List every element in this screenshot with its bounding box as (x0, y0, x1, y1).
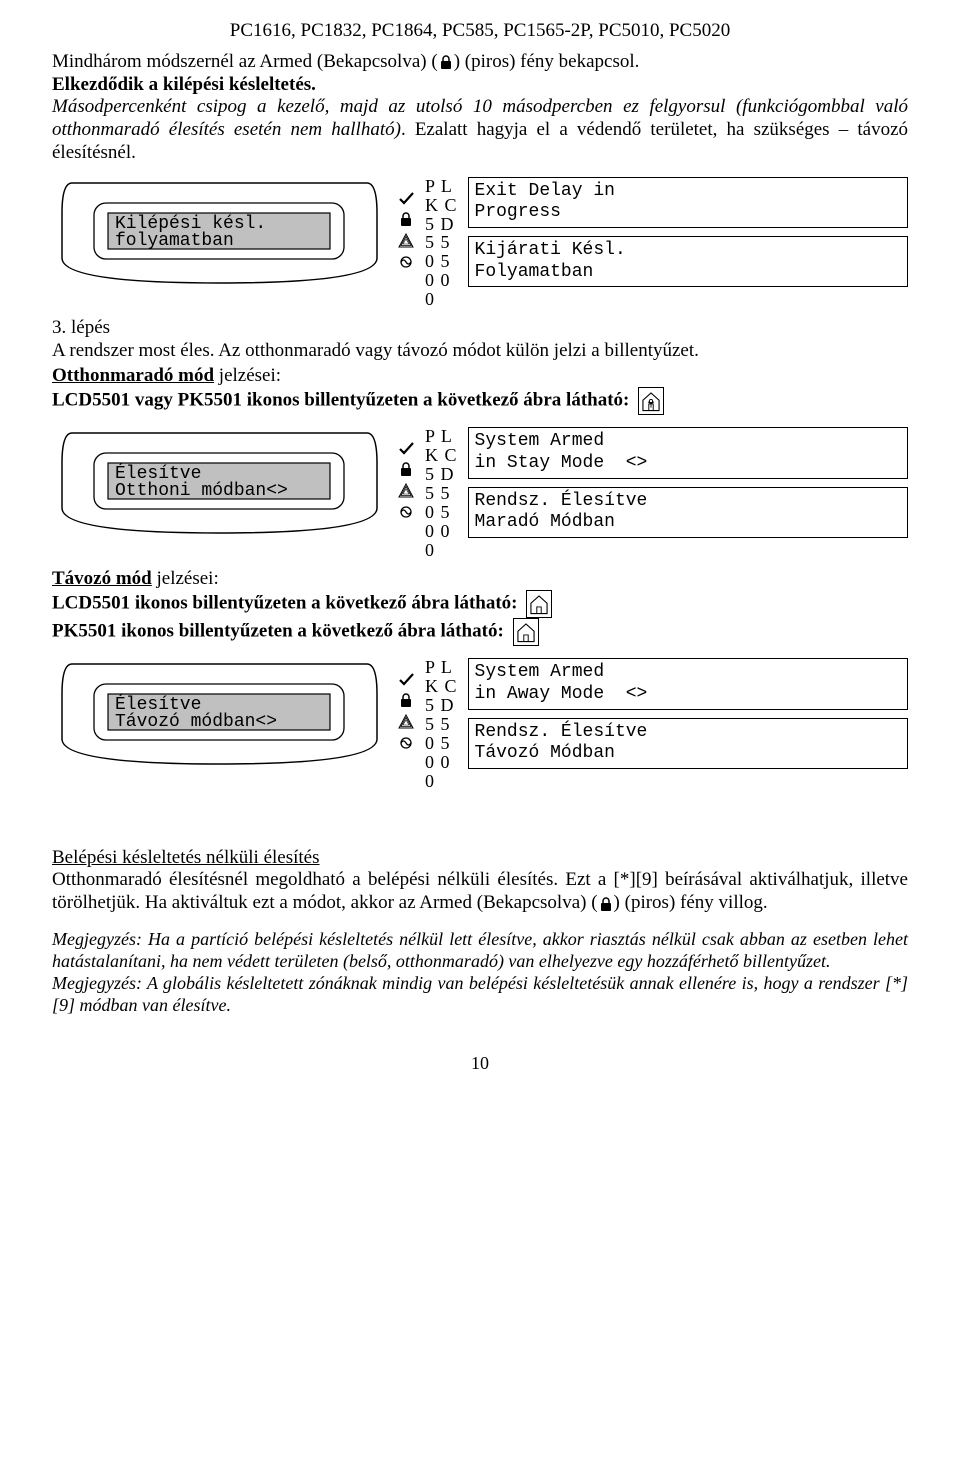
status-icons (393, 423, 419, 520)
lcd-line2: Otthoni módban<> (115, 481, 288, 501)
page-header: PC1616, PC1832, PC1864, PC585, PC1565-2P… (52, 20, 908, 43)
msg-box: System Armed in Away Mode <> (468, 658, 908, 709)
lcd-line2: folyamatban (115, 231, 234, 251)
status-icons (393, 654, 419, 751)
house-away-icon (526, 590, 552, 618)
lock-icon (439, 54, 453, 70)
text-frag: ) (piros) fény villog. (614, 892, 768, 913)
keypad-device: Élesítve Otthoni módban<> (52, 423, 387, 543)
text-frag: jelzései: (152, 568, 219, 589)
text-frag: Mindhárom módszernél az Armed (Bekapcsol… (52, 51, 438, 72)
warning-icon (398, 714, 414, 729)
page-number: 10 (52, 1053, 908, 1075)
check-icon (398, 191, 415, 205)
section2-title: Belépési késleltetés nélküli élesítés (52, 847, 908, 870)
house-away-icon (513, 618, 539, 646)
step-body: A rendszer most éles. Az otthonmaradó va… (52, 340, 908, 363)
stay-sub: LCD5501 vagy PK5501 ikonos billentyűzete… (52, 387, 908, 415)
status-matrix: P L K C 5 D 5 5 0 5 0 0 0 (425, 654, 458, 790)
lcd-line2: Távozó módban<> (115, 712, 277, 732)
para-intro-2: Elkezdődik a kilépési késleltetés. (52, 74, 908, 97)
check-icon (398, 441, 415, 455)
msg-box: Kijárati Késl. Folyamatban (468, 236, 908, 287)
text-frag: PK5501 ikonos billentyűzeten a következő… (52, 621, 504, 642)
step-label: 3. lépés (52, 317, 908, 340)
section2-body: Otthonmaradó élesítésnél megoldható a be… (52, 869, 908, 915)
house-stay-icon (638, 387, 664, 415)
away-sub2: PK5501 ikonos billentyűzeten a következő… (52, 618, 908, 646)
status-matrix: P L K C 5 D 5 5 0 5 0 0 0 (425, 173, 458, 309)
msg-box: System Armed in Stay Mode <> (468, 427, 908, 478)
text-frag: jelzései: (214, 365, 281, 386)
away-heading: Távozó mód jelzései: (52, 568, 908, 591)
note-1: Megjegyzés: Ha a partíció belépési késle… (52, 929, 908, 973)
warning-icon (398, 483, 414, 498)
lock-icon (399, 692, 413, 708)
text-frag: Otthonmaradó mód (52, 365, 214, 386)
panel-row-2: Élesítve Otthoni módban<> P L K C 5 D 5 … (52, 423, 908, 559)
power-icon (398, 504, 414, 520)
text-frag: Otthonmaradó élesítésnél megoldható a be… (52, 869, 908, 913)
lock-icon (399, 211, 413, 227)
panel-row-1: Kilépési késl. folyamatban P L K C 5 D 5… (52, 173, 908, 309)
msg-box: Rendsz. Élesítve Maradó Módban (468, 487, 908, 538)
stay-heading: Otthonmaradó mód jelzései: (52, 365, 908, 388)
keypad-device: Kilépési késl. folyamatban (52, 173, 387, 293)
check-icon (398, 672, 415, 686)
text-frag: ) (piros) fény bekapcsol. (454, 51, 640, 72)
msg-box: Exit Delay in Progress (468, 177, 908, 228)
keypad-device: Élesítve Távozó módban<> (52, 654, 387, 774)
warning-icon (398, 233, 414, 248)
para-intro-3: Másodpercenként csipog a kezelő, majd az… (52, 96, 908, 164)
text-frag: Távozó mód (52, 568, 152, 589)
status-matrix: P L K C 5 D 5 5 0 5 0 0 0 (425, 423, 458, 559)
away-sub1: LCD5501 ikonos billentyűzeten a következ… (52, 590, 908, 618)
text-frag: LCD5501 ikonos billentyűzeten a következ… (52, 593, 518, 614)
lock-icon (399, 461, 413, 477)
panel-row-3: Élesítve Távozó módban<> P L K C 5 D 5 5… (52, 654, 908, 790)
status-icons (393, 173, 419, 270)
msg-box: Rendsz. Élesítve Távozó Módban (468, 718, 908, 769)
text-frag: LCD5501 vagy PK5501 ikonos billentyűzete… (52, 390, 629, 411)
power-icon (398, 254, 414, 270)
para-intro-1: Mindhárom módszernél az Armed (Bekapcsol… (52, 51, 908, 74)
lock-icon (599, 896, 613, 912)
note-2: Megjegyzés: A globális késleltetett zóná… (52, 973, 908, 1017)
power-icon (398, 735, 414, 751)
